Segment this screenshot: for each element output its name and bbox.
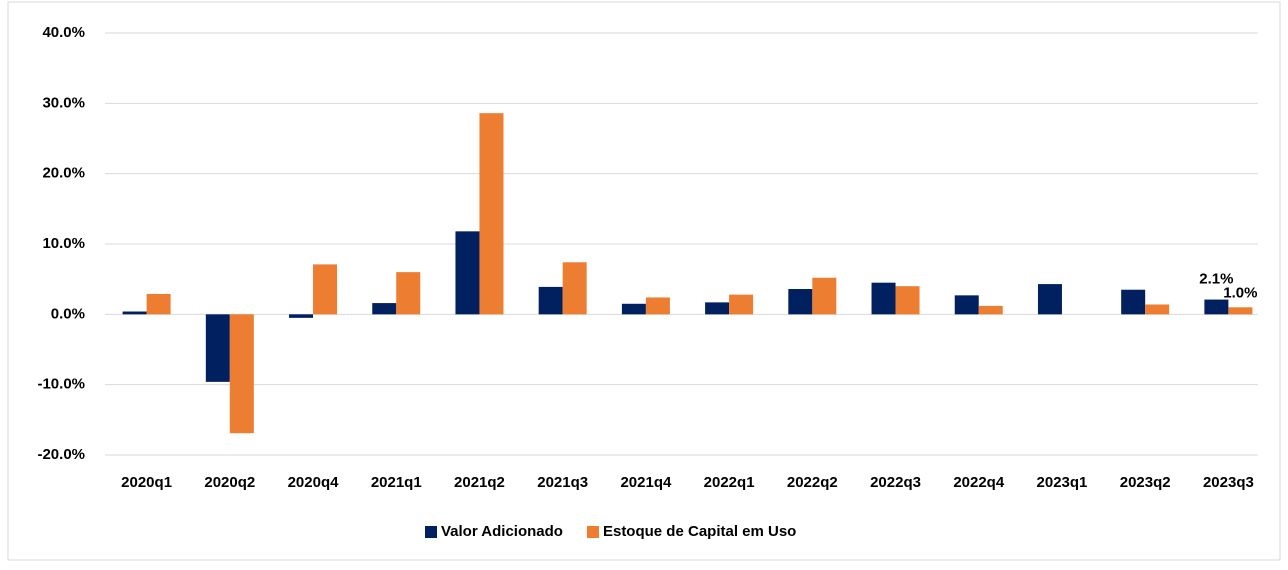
chart-frame bbox=[7, 1, 1281, 561]
bar bbox=[705, 302, 730, 315]
bar bbox=[954, 295, 979, 315]
bar bbox=[645, 297, 670, 315]
y-tick-label: 30.0% bbox=[42, 94, 85, 111]
x-tick-label: 2022q4 bbox=[953, 474, 1005, 491]
bar bbox=[978, 305, 1003, 315]
x-tick-label: 2022q1 bbox=[704, 474, 755, 491]
y-tick-label: 0.0% bbox=[51, 305, 85, 322]
bar bbox=[538, 286, 563, 315]
y-tick-label: 10.0% bbox=[42, 235, 85, 252]
x-tick-label: 2022q3 bbox=[870, 474, 921, 491]
bar bbox=[1228, 307, 1253, 315]
bar bbox=[788, 289, 813, 315]
x-tick-label: 2021q1 bbox=[371, 474, 422, 491]
legend-swatch bbox=[425, 526, 437, 538]
bar bbox=[146, 293, 171, 315]
y-tick-label: -20.0% bbox=[37, 446, 85, 463]
y-tick-label: -10.0% bbox=[37, 376, 85, 393]
legend-label: Valor Adicionado bbox=[441, 523, 563, 540]
legend-label: Estoque de Capital em Uso bbox=[603, 523, 796, 540]
bar bbox=[229, 314, 254, 434]
bar bbox=[621, 303, 646, 315]
y-tick-label: 20.0% bbox=[42, 165, 85, 182]
bar bbox=[729, 294, 754, 315]
bar bbox=[812, 277, 837, 315]
bar bbox=[871, 282, 896, 315]
bar bbox=[122, 311, 147, 315]
bar bbox=[1121, 289, 1146, 315]
bar bbox=[289, 314, 314, 318]
bar bbox=[1145, 304, 1170, 315]
bar bbox=[895, 286, 920, 315]
data-label: 1.0% bbox=[1223, 284, 1257, 301]
bar bbox=[372, 303, 397, 315]
x-tick-label: 2021q3 bbox=[537, 474, 588, 491]
legend-swatch bbox=[586, 526, 599, 538]
data-label: 2.1% bbox=[1199, 271, 1233, 288]
x-tick-label: 2021q4 bbox=[620, 474, 672, 491]
x-tick-label: 2023q2 bbox=[1120, 474, 1171, 491]
bar bbox=[205, 314, 230, 382]
x-tick-label: 2020q2 bbox=[204, 474, 255, 491]
x-tick-label: 2021q2 bbox=[454, 474, 505, 491]
x-tick-label: 2020q4 bbox=[288, 474, 340, 491]
y-tick-label: 40.0% bbox=[42, 24, 85, 41]
bar bbox=[1204, 299, 1229, 315]
bar bbox=[479, 113, 504, 315]
bar bbox=[1037, 284, 1062, 315]
bar bbox=[562, 262, 587, 315]
x-tick-label: 2022q2 bbox=[787, 474, 838, 491]
x-tick-label: 2023q1 bbox=[1037, 474, 1088, 491]
x-tick-label: 2023q3 bbox=[1203, 474, 1254, 491]
x-tick-label: 2020q1 bbox=[121, 474, 172, 491]
bar bbox=[455, 231, 480, 315]
bar bbox=[396, 272, 421, 315]
bar bbox=[313, 264, 338, 315]
